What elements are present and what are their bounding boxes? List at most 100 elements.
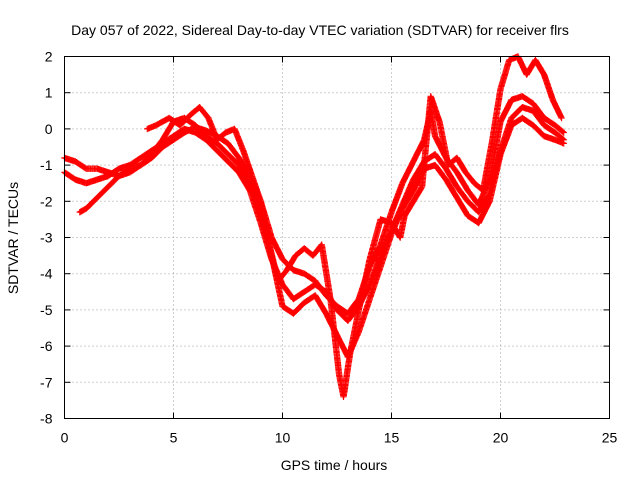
data-point-marker xyxy=(290,289,307,303)
data-point-marker xyxy=(551,129,566,143)
data-point-marker xyxy=(410,184,425,205)
tick-layer: 0 5 10 15 20 25 -8 -7 -6 -5 -4 -3 -2 -1 0 1 2 xyxy=(40,49,617,446)
x-tick-label: 0 xyxy=(61,430,69,446)
data-point-marker xyxy=(224,140,242,160)
data-point-marker xyxy=(366,217,384,263)
data-point-marker xyxy=(159,137,176,151)
data-point-marker xyxy=(453,154,469,175)
data-point-marker xyxy=(540,71,556,102)
data-point-marker xyxy=(497,58,512,93)
data-point-marker xyxy=(475,199,493,227)
data-point-marker xyxy=(327,295,343,377)
data-point-marker xyxy=(442,176,460,200)
data-point-marker xyxy=(410,137,427,165)
data-point-marker xyxy=(377,232,395,270)
data-point-marker xyxy=(279,281,296,302)
plot-frame xyxy=(64,56,610,419)
data-point-marker xyxy=(235,169,253,193)
data-point-marker xyxy=(213,130,229,143)
data-point-marker xyxy=(203,132,220,146)
x-axis-label: GPS time / hours xyxy=(281,457,388,473)
data-point-marker xyxy=(170,126,187,140)
data-point-marker xyxy=(340,351,354,400)
data-point-marker xyxy=(519,114,536,128)
y-tick-label: 2 xyxy=(45,49,53,65)
data-point-marker xyxy=(436,118,452,167)
y-tick-label: -5 xyxy=(40,302,53,318)
data-point-marker xyxy=(346,308,362,357)
data-point-marker xyxy=(83,195,100,212)
data-point-marker xyxy=(290,300,307,317)
data-point-marker xyxy=(213,147,231,164)
data-point-marker xyxy=(540,114,558,128)
data-point-marker xyxy=(148,144,165,162)
data-point-marker xyxy=(231,125,246,153)
data-point-marker xyxy=(203,136,220,153)
data-point-marker xyxy=(399,188,416,212)
data-point-marker xyxy=(427,93,443,124)
data-point-marker xyxy=(318,241,334,301)
data-point-marker xyxy=(213,140,231,157)
data-point-marker xyxy=(126,155,143,169)
data-point-marker xyxy=(192,122,209,139)
x-tick-label: 10 xyxy=(275,430,291,446)
y-tick-label: -1 xyxy=(40,157,53,173)
y-tick-label: 0 xyxy=(45,121,53,137)
data-point-marker xyxy=(196,104,211,121)
data-point-marker xyxy=(137,148,154,162)
data-point-marker xyxy=(104,173,122,190)
data-point-marker xyxy=(266,241,281,283)
data-point-marker xyxy=(115,166,132,180)
data-point-marker xyxy=(540,122,558,135)
x-tick-label: 5 xyxy=(170,430,178,446)
data-point-marker xyxy=(148,137,165,158)
data-layer xyxy=(61,53,567,400)
data-point-marker xyxy=(399,159,416,187)
data-point-marker xyxy=(268,234,286,262)
data-point-marker xyxy=(205,114,220,142)
data-point-marker xyxy=(560,140,567,147)
data-point-marker xyxy=(274,268,290,285)
data-point-marker xyxy=(560,129,567,136)
data-point-marker xyxy=(301,270,318,284)
data-point-marker xyxy=(497,97,514,125)
y-tick-label: 1 xyxy=(45,85,53,101)
data-point-marker xyxy=(301,282,318,295)
data-point-marker xyxy=(137,152,154,169)
data-point-marker xyxy=(152,115,172,129)
data-point-marker xyxy=(530,100,547,121)
data-point-marker xyxy=(176,112,194,129)
y-tick-label: -7 xyxy=(40,374,53,390)
data-point-marker xyxy=(558,114,565,122)
data-point-marker xyxy=(453,194,471,218)
data-point-marker xyxy=(453,169,471,193)
data-point-marker xyxy=(192,129,209,143)
x-tick-label: 15 xyxy=(384,430,400,446)
data-point-marker xyxy=(224,151,242,168)
data-point-marker xyxy=(464,198,481,215)
data-point-marker xyxy=(508,115,525,129)
x-tick-label: 20 xyxy=(493,430,509,446)
data-point-marker xyxy=(94,184,111,201)
data-point-marker xyxy=(418,94,434,190)
y-tick-label: -2 xyxy=(40,193,53,209)
data-point-marker xyxy=(530,107,547,128)
data-point-marker xyxy=(312,281,329,295)
data-point-marker xyxy=(257,198,273,247)
y-axis-label: SDTVAR / TECUs xyxy=(5,182,21,294)
data-point-marker xyxy=(159,119,176,143)
data-point-marker xyxy=(508,105,525,122)
data-point-marker xyxy=(344,297,362,317)
data-point-marker xyxy=(497,123,515,158)
data-point-marker xyxy=(488,87,504,147)
data-point-marker xyxy=(401,199,416,219)
data-series xyxy=(144,53,565,400)
data-point-marker xyxy=(355,297,373,335)
data-point-marker xyxy=(333,306,351,323)
data-point-marker xyxy=(431,151,449,171)
data-point-marker xyxy=(224,158,242,175)
data-point-marker xyxy=(530,122,547,139)
data-point-marker xyxy=(486,119,504,183)
data-point-marker xyxy=(170,130,187,143)
